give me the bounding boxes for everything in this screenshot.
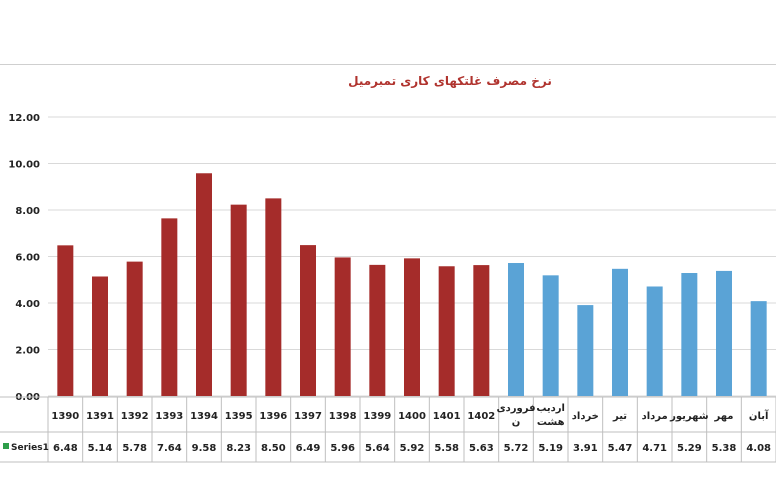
- data-label: 5.64: [365, 443, 390, 454]
- data-label: 6.49: [296, 443, 321, 454]
- x-tick-label: ن: [512, 417, 521, 428]
- x-tick-label: 1397: [294, 411, 322, 422]
- data-label: 5.38: [712, 443, 737, 454]
- data-label: 5.47: [608, 443, 633, 454]
- bar: [369, 264, 386, 396]
- bar: [646, 286, 663, 396]
- y-tick-label: 2.00: [15, 346, 40, 357]
- x-tick-label: 1396: [259, 411, 287, 422]
- y-tick-label: 4.00: [15, 299, 40, 310]
- chart-title: نرخ مصرف غلتکهای کاری تمبرمیل: [348, 74, 552, 88]
- bar: [161, 218, 178, 396]
- x-tick-label: 1394: [190, 411, 218, 422]
- top-divider: [0, 64, 776, 65]
- x-tick-label: 1391: [86, 411, 114, 422]
- data-label: 3.91: [573, 443, 598, 454]
- x-tick-label: 1392: [121, 411, 149, 422]
- bar: [750, 301, 767, 396]
- x-tick-label: 1401: [433, 411, 461, 422]
- bar: [508, 263, 524, 396]
- x-tick-label: 1395: [225, 411, 253, 422]
- x-tick-label: 1393: [155, 411, 183, 422]
- x-tick-label: فروردی: [496, 403, 535, 414]
- data-label: 9.58: [192, 443, 217, 454]
- bar: [404, 258, 420, 396]
- bar: [126, 261, 143, 396]
- data-label: 5.78: [122, 443, 147, 454]
- data-label: 7.64: [157, 443, 182, 454]
- y-tick-label: 6.00: [15, 253, 40, 264]
- data-label: 5.72: [504, 443, 529, 454]
- bar: [681, 273, 698, 396]
- data-label: 6.48: [53, 443, 78, 454]
- bar: [230, 204, 247, 396]
- series-name: Series1: [11, 443, 49, 453]
- data-label: 4.71: [642, 443, 667, 454]
- bar: [716, 270, 732, 396]
- x-tick-label: خرداد: [572, 411, 599, 422]
- x-tick-label: 1390: [51, 411, 79, 422]
- bar: [612, 268, 628, 396]
- bar: [542, 275, 559, 396]
- legend-marker: [3, 443, 9, 449]
- x-tick-label: اردیب: [536, 403, 565, 414]
- bar: [92, 276, 108, 396]
- x-tick-label: آبان: [749, 409, 769, 422]
- y-tick-label: 12.00: [8, 113, 40, 124]
- data-label: 5.92: [400, 443, 425, 454]
- data-label: 5.96: [330, 443, 355, 454]
- data-label: 5.29: [677, 443, 702, 454]
- y-tick-label: 10.00: [8, 160, 40, 171]
- bar: [438, 266, 455, 396]
- x-tick-label: شهریور: [669, 411, 709, 422]
- data-label: 5.63: [469, 443, 494, 454]
- bar: [577, 305, 594, 396]
- bar: [265, 198, 282, 396]
- x-tick-label: هشت: [537, 417, 565, 428]
- y-tick-label: 8.00: [15, 206, 40, 217]
- x-tick-label: 1399: [363, 411, 391, 422]
- data-label: 8.23: [226, 443, 251, 454]
- data-label: 5.19: [538, 443, 563, 454]
- bar: [300, 245, 316, 396]
- bar: [473, 265, 490, 396]
- x-tick-label: 1400: [398, 411, 426, 422]
- bar: [57, 245, 74, 396]
- data-label: 4.08: [746, 443, 771, 454]
- bar: [334, 257, 351, 396]
- x-tick-label: مرداد: [642, 411, 668, 422]
- bar: [196, 173, 212, 396]
- x-tick-label: تیر: [612, 411, 627, 422]
- x-tick-label: 1398: [329, 411, 357, 422]
- x-tick-label: 1402: [467, 411, 495, 422]
- x-tick-label: مهر: [713, 411, 733, 422]
- data-label: 5.58: [434, 443, 459, 454]
- data-label: 5.14: [88, 443, 113, 454]
- data-label: 8.50: [261, 443, 286, 454]
